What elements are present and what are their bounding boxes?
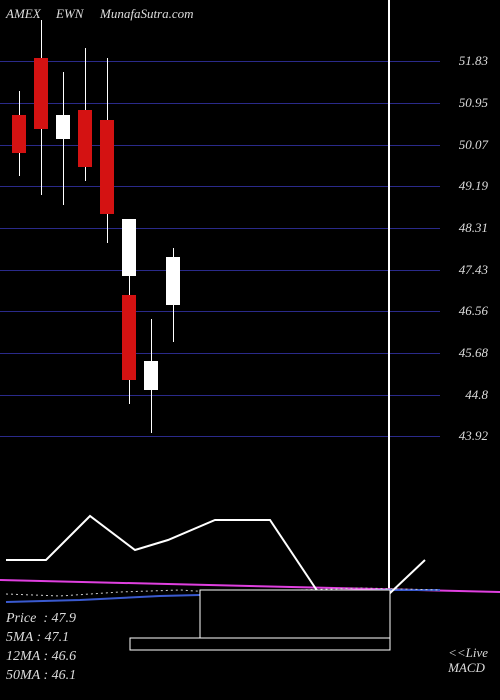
- axis-tick-label: 47.43: [459, 262, 488, 278]
- axis-tick-label: 50.07: [459, 137, 488, 153]
- gridline: [0, 436, 440, 437]
- gridline: [0, 103, 440, 104]
- price-value: 47.9: [52, 611, 77, 626]
- symbol-label: EWN: [56, 6, 83, 22]
- gridline: [0, 145, 440, 146]
- ma50-value: 46.1: [52, 668, 77, 683]
- axis-tick-label: 49.19: [459, 178, 488, 194]
- candle-wick: [63, 72, 64, 205]
- gridline: [0, 228, 440, 229]
- source-label: MunafaSutra.com: [100, 6, 194, 22]
- axis-tick-label: 50.95: [459, 95, 488, 111]
- gridline: [0, 61, 440, 62]
- candle-body: [144, 361, 158, 389]
- price-label: Price: [6, 611, 36, 626]
- axis-tick-label: 51.83: [459, 53, 488, 69]
- macd-live: <<Live: [448, 645, 488, 661]
- gridline: [0, 186, 440, 187]
- ma12-row: 12MA : 46.6: [6, 648, 76, 667]
- axis-tick-label: 44.8: [465, 387, 488, 403]
- ma12-value: 46.6: [52, 649, 77, 664]
- axis-tick-label: 48.31: [459, 220, 488, 236]
- ma5-value: 47.1: [45, 630, 70, 645]
- ma50-label: 50MA: [6, 668, 40, 683]
- candle-body: [166, 257, 180, 304]
- gridline: [0, 395, 440, 396]
- price-row: Price : 47.9: [6, 610, 76, 629]
- candle-body: [56, 115, 70, 139]
- price-info-box: Price : 47.9 5MA : 47.1 12MA : 46.6 50MA…: [6, 610, 76, 686]
- macd-text: MACD: [448, 660, 488, 676]
- gridline: [0, 311, 440, 312]
- candle-body: [12, 115, 26, 153]
- axis-tick-label: 43.92: [459, 428, 488, 444]
- candle-body: [100, 120, 114, 215]
- ma50-row: 50MA : 46.1: [6, 667, 76, 686]
- candle-body: [34, 58, 48, 129]
- axis-tick-label: 46.56: [459, 303, 488, 319]
- ma5-row: 5MA : 47.1: [6, 629, 76, 648]
- candle-body: [122, 295, 136, 380]
- axis-tick-label: 45.68: [459, 345, 488, 361]
- macd-label: <<Live MACD: [448, 645, 488, 676]
- current-time-marker: [388, 0, 390, 640]
- stock-chart: AMEX EWN MunafaSutra.com 51.83 50.95 50.07…: [0, 0, 500, 700]
- ma12-label: 12MA: [6, 649, 40, 664]
- indicator-overlay: [0, 0, 500, 700]
- ma5-label: 5MA: [6, 630, 33, 645]
- gridline: [0, 270, 440, 271]
- gridline: [0, 353, 440, 354]
- exchange-label: AMEX: [6, 6, 41, 22]
- candle-body: [78, 110, 92, 167]
